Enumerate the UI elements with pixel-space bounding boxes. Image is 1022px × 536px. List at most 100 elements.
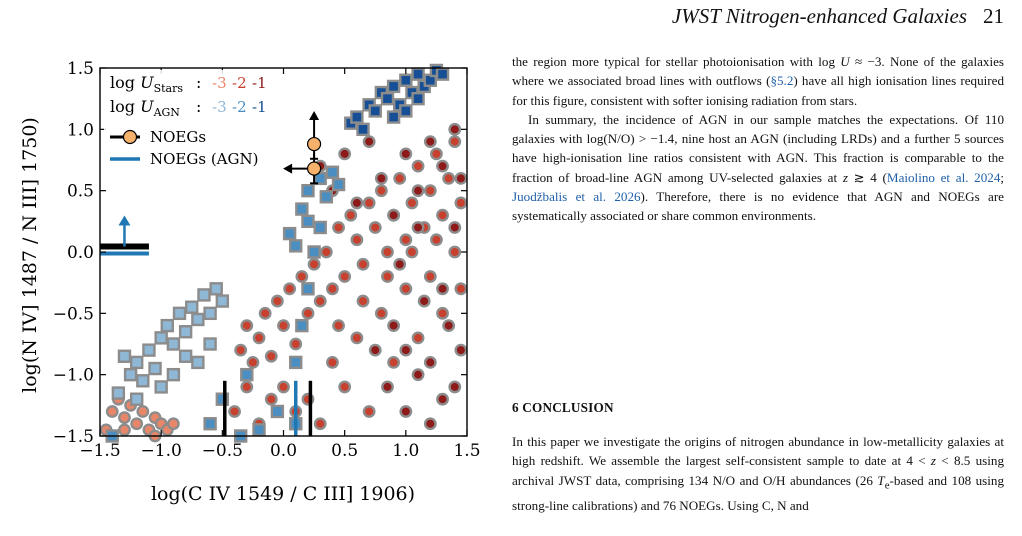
model-agn-point (172, 306, 187, 321)
model-agn-point (154, 331, 168, 345)
model-stars-point (448, 245, 462, 259)
model-stars-point (283, 282, 297, 296)
para2-text-b: ≳ 4 ( (847, 169, 887, 185)
paragraph-2: In summary, the incidence of AGN in our … (512, 110, 1004, 226)
plot-marks (99, 63, 468, 443)
model-stars-point (423, 135, 437, 149)
model-stars-point (430, 147, 443, 161)
citation-link-maiolino[interactable]: Maiolino et al. 2024 (886, 169, 1001, 185)
model-stars-point (374, 306, 388, 320)
model-agn-point (319, 190, 334, 204)
model-agn-point (178, 349, 193, 363)
section-heading: 6 CONCLUSION (512, 400, 614, 415)
model-stars-point (374, 184, 388, 198)
model-agn-point (331, 177, 346, 192)
model-agn-point (386, 79, 401, 94)
model-agn-point (215, 294, 230, 308)
noeg-left-arrow-head (283, 163, 293, 174)
page-number: 21 (983, 4, 1004, 28)
x-tick-label: −0.5 (202, 441, 243, 461)
model-stars-point (289, 337, 303, 351)
model-stars-point (436, 208, 449, 222)
model-stars-point (381, 270, 394, 283)
model-stars-point (423, 270, 437, 283)
model-stars-point (246, 355, 260, 369)
legend-background (104, 70, 264, 182)
legend-u-stars-label: log UStars (110, 73, 183, 95)
plot-axes: −1.5 −1.0 −0.5 0.0 0.5 1.0 1.5 −1.5 −1.0 −0.5 0.0 0… (53, 59, 481, 461)
model-stars-point (411, 368, 425, 382)
model-agn-point (123, 367, 138, 382)
model-stars-point (442, 171, 456, 185)
legend-u-agn-value: -1 (252, 98, 267, 116)
model-stars-point (448, 221, 462, 234)
model-stars-point (344, 208, 358, 222)
section-link[interactable]: §5.2 (770, 73, 794, 89)
model-stars-point (332, 221, 345, 234)
model-stars-point (307, 257, 321, 271)
para3-text-c: -based and 108 using strong-line calibra… (512, 472, 1004, 513)
scatter-plot-svg: −1.5 −1.0 −0.5 0.0 0.5 1.0 1.5 −1.5 −1.0 −0.5 0.0 0… (19, 59, 481, 505)
model-stars-point (313, 417, 327, 431)
model-agn-point (411, 67, 425, 81)
x-tick-label: 1.5 (453, 441, 480, 461)
model-agn-point (295, 318, 309, 333)
model-stars-point (417, 294, 431, 308)
model-agn-point (313, 220, 327, 235)
model-agn-point (270, 404, 285, 419)
model-stars-point (393, 257, 407, 271)
model-stars-point (118, 411, 131, 424)
model-stars-point (454, 282, 468, 296)
model-agn-point (350, 110, 364, 124)
model-stars-point (350, 331, 364, 345)
model-stars-point (436, 282, 449, 296)
model-stars-point (240, 319, 254, 332)
legend-u-agn-sep: : (196, 97, 201, 116)
model-stars-point (277, 319, 290, 332)
model-stars-point (381, 245, 394, 259)
model-agn-point (111, 386, 126, 400)
model-stars-point (338, 270, 352, 283)
legend-u-agn-label: log UAGN (110, 97, 180, 119)
model-agn-point (160, 318, 174, 333)
y-tick-label: −0.5 (53, 304, 94, 324)
model-stars-point (411, 184, 425, 198)
citation-link-juodzbalis[interactable]: Juodžbalis et al. 2026 (512, 189, 641, 205)
model-stars-point (454, 343, 468, 357)
model-stars-point (319, 245, 333, 259)
para2-text-c: ). Therefore, there is no evidence that … (512, 189, 1004, 224)
model-stars-point (436, 392, 449, 406)
noeg-up-arrow-head (309, 111, 320, 121)
para3-te-sub: e (884, 479, 890, 492)
model-stars-point (454, 171, 468, 185)
model-agn-point (411, 91, 425, 106)
model-agn-point (166, 367, 181, 382)
model-stars-point (252, 331, 266, 345)
model-agn-point (301, 282, 315, 296)
model-agn-point (252, 423, 266, 437)
model-agn-point (295, 202, 309, 216)
model-stars-point (399, 233, 413, 247)
model-stars-point (436, 159, 449, 173)
legend-noegs-marker (122, 129, 138, 145)
model-agn-point (203, 306, 217, 321)
plot-legend: log UStars: -3 -2 -1 log UAGN: -3 -2 -1 NOEGs NOE… (104, 70, 267, 182)
para1-text-a: the region more typical for stellar phot… (512, 54, 841, 69)
model-stars-point (399, 405, 413, 418)
model-agn-point (166, 337, 181, 351)
model-stars-point (166, 417, 180, 431)
model-agn-point (240, 367, 254, 382)
model-stars-point (234, 343, 248, 357)
model-stars-point (362, 196, 376, 210)
legend-u-stars-value: -2 (232, 74, 247, 92)
model-stars-point (362, 405, 376, 418)
para3-text-a: In this paper we investigate the origins… (512, 434, 1004, 469)
model-stars-point (118, 423, 131, 437)
model-agn-point (301, 214, 315, 229)
model-stars-point (436, 306, 449, 320)
model-agn-point (154, 380, 168, 394)
model-stars-point (423, 355, 437, 369)
model-agn-point (380, 91, 395, 106)
para1-var: U (840, 54, 850, 69)
model-stars-point (381, 380, 394, 394)
